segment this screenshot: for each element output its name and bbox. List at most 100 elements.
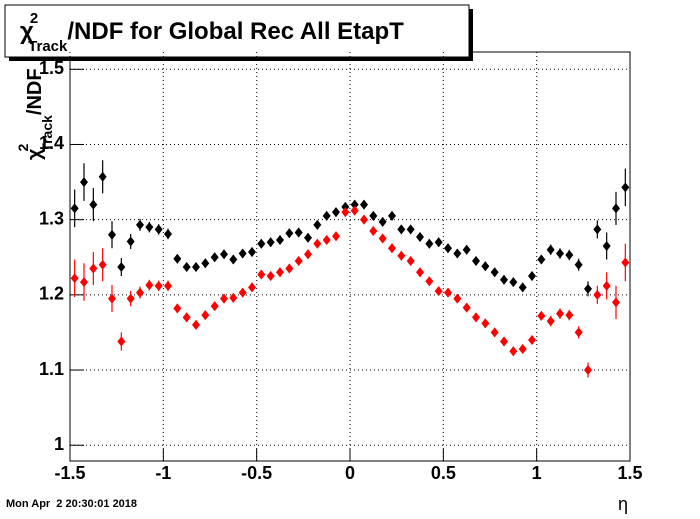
marker	[332, 231, 340, 242]
marker	[472, 312, 480, 323]
x-tick-label: -0.5	[241, 463, 272, 483]
marker	[621, 257, 630, 268]
marker	[584, 283, 592, 294]
marker	[266, 271, 275, 282]
marker	[537, 310, 546, 321]
marker	[70, 203, 79, 214]
marker	[145, 280, 154, 291]
marker	[397, 250, 406, 261]
marker	[89, 263, 98, 274]
marker	[350, 199, 359, 210]
marker	[285, 263, 294, 274]
marker	[136, 287, 144, 298]
marker	[621, 182, 630, 193]
title-subscript: Track	[28, 38, 68, 55]
title-text: /NDF for Global Rec All EtapT	[67, 18, 404, 45]
marker	[481, 261, 490, 272]
x-tick-label: 1	[532, 463, 542, 483]
marker	[612, 297, 620, 308]
marker	[304, 232, 312, 243]
x-tick-label: 0	[345, 463, 355, 483]
marker	[98, 171, 107, 182]
marker	[500, 274, 508, 285]
marker	[574, 259, 583, 270]
x-tick-label: -1	[155, 463, 171, 483]
marker	[322, 210, 331, 221]
title-superscript: 2	[30, 10, 38, 27]
marker	[192, 262, 200, 273]
marker	[70, 273, 79, 284]
marker	[266, 237, 275, 248]
marker	[220, 249, 228, 260]
marker	[173, 253, 182, 264]
marker	[584, 365, 592, 376]
marker	[565, 310, 574, 321]
marker	[528, 334, 536, 345]
marker	[462, 302, 471, 313]
y-tick-label: 1.5	[39, 58, 64, 78]
marker	[546, 244, 555, 255]
marker	[518, 343, 527, 354]
marker	[201, 258, 210, 269]
marker	[602, 240, 611, 251]
marker	[182, 262, 191, 273]
footer: Mon Apr 2 20:30:01 2018	[6, 498, 137, 510]
marker	[434, 237, 443, 248]
marker	[518, 282, 527, 293]
marker	[528, 271, 536, 282]
marker	[154, 280, 163, 291]
marker	[220, 293, 228, 304]
marker	[229, 292, 238, 303]
marker	[378, 216, 387, 227]
marker	[360, 214, 368, 225]
marker	[490, 327, 499, 338]
marker	[126, 293, 135, 304]
marker	[425, 238, 434, 249]
marker	[593, 289, 602, 300]
marker	[164, 280, 172, 291]
marker	[453, 293, 462, 304]
marker	[490, 267, 499, 278]
marker	[294, 227, 303, 238]
marker	[378, 233, 387, 244]
marker	[248, 282, 256, 293]
marker	[556, 308, 564, 319]
title-box	[4, 4, 470, 58]
x-tick-label: 0.5	[431, 463, 456, 483]
marker	[276, 234, 284, 245]
marker	[556, 248, 564, 259]
x-tick-label: 1.5	[617, 463, 642, 483]
y-label-symbol: χ	[24, 148, 46, 160]
y-label-text: /NDF	[24, 68, 46, 115]
marker	[210, 252, 219, 263]
marker	[229, 254, 238, 265]
marker	[388, 210, 396, 221]
marker	[546, 316, 555, 327]
marker	[481, 318, 490, 329]
marker	[136, 219, 144, 230]
marker	[210, 301, 219, 312]
marker	[593, 224, 602, 235]
marker	[192, 319, 200, 330]
marker	[248, 246, 256, 257]
marker	[425, 276, 434, 287]
marker	[416, 231, 424, 242]
marker	[350, 205, 359, 216]
marker	[80, 177, 88, 188]
marker	[285, 228, 294, 239]
marker	[406, 224, 415, 235]
marker	[322, 234, 331, 245]
marker	[462, 244, 471, 255]
marker	[537, 254, 546, 265]
marker	[434, 286, 443, 297]
x-axis-label: η	[618, 494, 628, 514]
marker	[397, 224, 406, 235]
marker	[117, 336, 126, 347]
marker	[444, 243, 452, 254]
y-axis-label: χ2 Track/NDF	[15, 68, 55, 160]
marker	[154, 224, 163, 235]
marker	[453, 248, 462, 259]
marker	[294, 256, 303, 267]
marker	[509, 277, 518, 288]
